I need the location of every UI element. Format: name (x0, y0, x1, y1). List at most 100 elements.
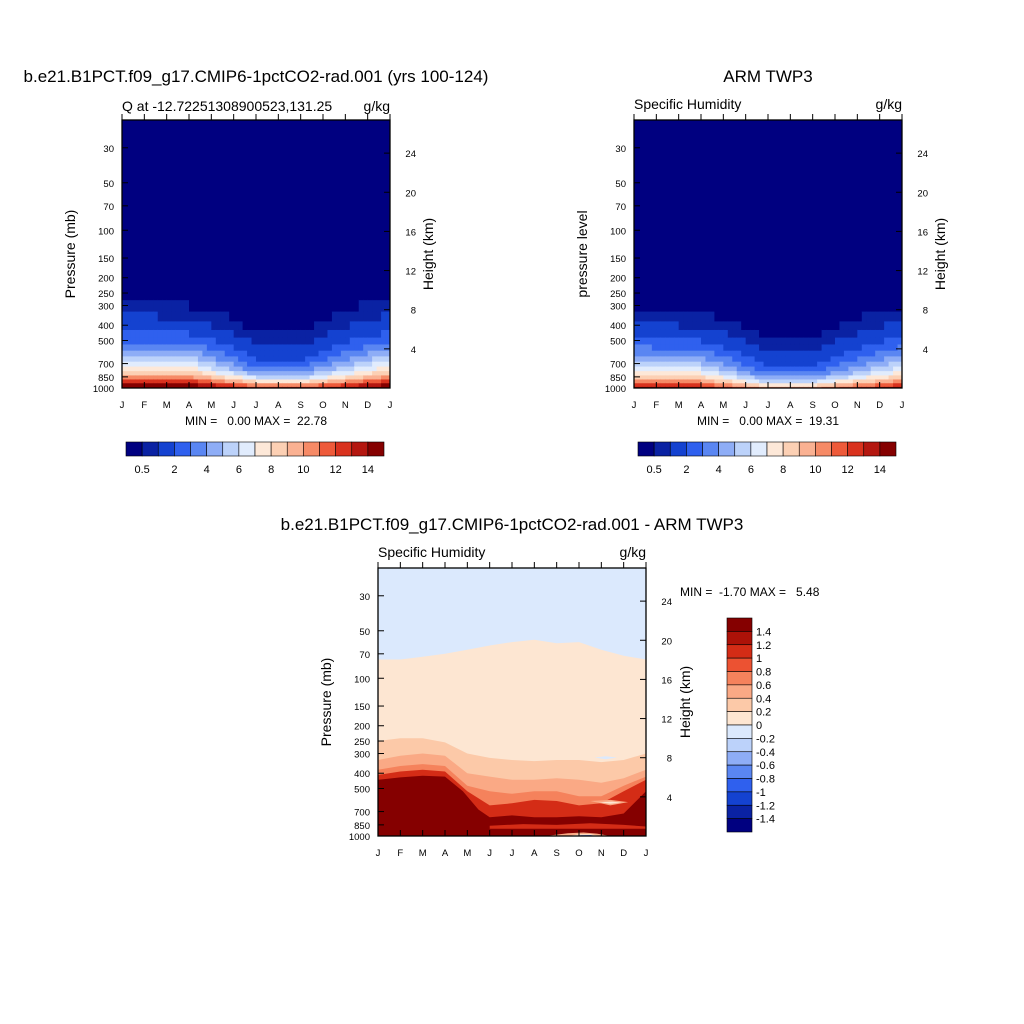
field-cell (799, 382, 805, 387)
field-cell (821, 311, 827, 322)
field-cell (340, 386, 346, 388)
field-cell (669, 299, 675, 312)
field-cell (817, 365, 823, 372)
field-cell (723, 386, 729, 388)
field-cell (202, 320, 208, 330)
field-cell (843, 311, 849, 322)
field-cell (296, 350, 302, 357)
field-cell (242, 343, 248, 351)
field-cell (674, 311, 680, 322)
field-cell (233, 350, 239, 357)
field-cell (642, 285, 648, 301)
field-cell (723, 355, 729, 362)
field-cell (148, 337, 154, 345)
field-cell (367, 378, 373, 384)
field-cell (327, 386, 333, 388)
field-cell (233, 355, 239, 362)
field-cell (696, 382, 702, 387)
field-cell (372, 350, 378, 357)
field-cell (879, 270, 885, 287)
field-cell (202, 329, 208, 338)
field-cell (278, 382, 284, 387)
field-cell (291, 378, 297, 384)
field-cell (153, 378, 159, 384)
field-cell (647, 355, 653, 362)
field-cell (879, 370, 885, 376)
field-cell (148, 311, 154, 322)
field-cell (647, 370, 653, 376)
field-cell (296, 361, 302, 367)
month-tick-label: J (388, 400, 393, 411)
field-cell (718, 374, 724, 380)
field-cell (759, 382, 765, 387)
field-cell (354, 270, 360, 287)
field-cell (705, 374, 711, 380)
field-cell (647, 343, 653, 351)
field-cell (651, 378, 657, 384)
field-cell (345, 299, 351, 312)
field-cell (251, 350, 257, 357)
field-cell (233, 329, 239, 338)
colorbar-swatch (726, 804, 753, 819)
field-cell (215, 285, 221, 301)
field-cell (135, 320, 141, 330)
field-cell (358, 337, 364, 345)
field-cell (687, 337, 693, 345)
field-cell (830, 378, 836, 384)
field-cell (171, 320, 177, 330)
field-cell (718, 311, 724, 322)
field-cell (736, 361, 742, 367)
field-cell (242, 355, 248, 362)
field-cell (866, 361, 872, 367)
field-cell (848, 382, 854, 387)
pressure-tick-label: 150 (610, 254, 626, 265)
field-cell (857, 299, 863, 312)
field-cell (857, 350, 863, 357)
field-cell (278, 320, 284, 330)
field-cell (642, 365, 648, 372)
field-cell (741, 361, 747, 367)
field-cell (727, 365, 733, 372)
field-cell (215, 337, 221, 345)
field-cell (197, 374, 203, 380)
field-cell (835, 370, 841, 376)
field-cell (857, 343, 863, 351)
field-cell (153, 343, 159, 351)
field-cell (238, 382, 244, 387)
field-cell (385, 343, 390, 351)
field-cell (166, 374, 172, 380)
field-cell (830, 350, 836, 357)
field-cell (126, 370, 132, 376)
field-cell (638, 370, 644, 376)
field-cell (220, 329, 226, 338)
field-cell (247, 343, 253, 351)
field-cell (345, 386, 351, 388)
field-cell (153, 350, 159, 357)
colorbar-label: 0.5 (134, 464, 149, 476)
field-cell (327, 365, 333, 372)
field-cell (260, 370, 266, 376)
field-cell (812, 337, 818, 345)
field-cell (238, 365, 244, 372)
field-cell (220, 320, 226, 330)
field-cell (314, 320, 320, 330)
field-cell (794, 343, 800, 351)
field-cell (776, 370, 782, 376)
field-cell (171, 382, 177, 387)
field-cell (736, 343, 742, 351)
colorbar-label: 0.8 (756, 667, 771, 679)
field-cell (251, 370, 257, 376)
field-cell (866, 355, 872, 362)
field-cell (318, 343, 324, 351)
field-cell (264, 285, 270, 301)
field-cell (242, 311, 248, 322)
field-cell (211, 386, 217, 388)
field-cell (157, 386, 163, 388)
field-cell (278, 374, 284, 380)
field-cell (866, 285, 872, 301)
field-cell (687, 311, 693, 322)
field-cell (790, 378, 796, 384)
colorbar-swatch (157, 441, 175, 457)
field-cell (718, 337, 724, 345)
field-cell (215, 311, 221, 322)
